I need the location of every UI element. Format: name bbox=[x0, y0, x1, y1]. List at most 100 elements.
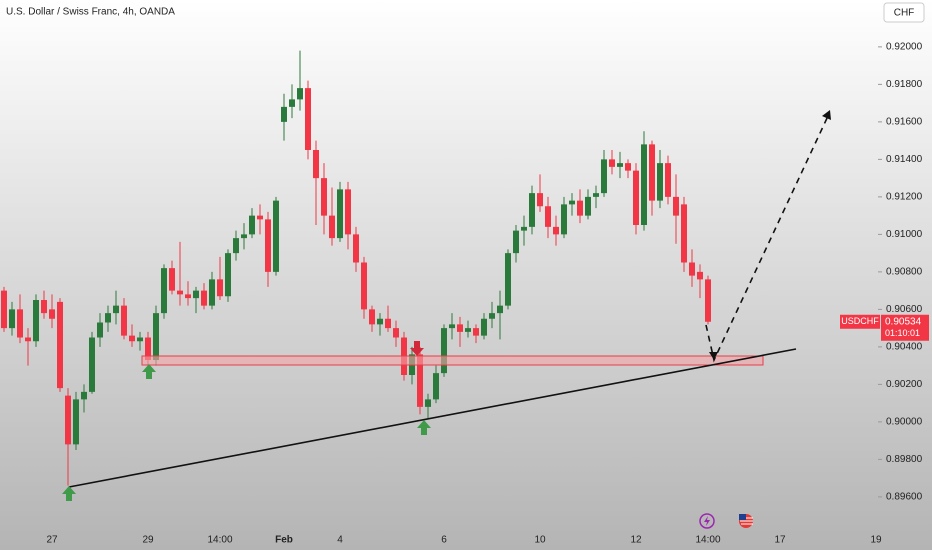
y-tick-label: 0.91200 bbox=[886, 192, 923, 203]
x-tick-label: 6 bbox=[441, 535, 447, 546]
flag-stripes bbox=[740, 517, 753, 525]
currency-button[interactable] bbox=[883, 2, 925, 23]
candle-body bbox=[377, 318, 383, 325]
event-icon[interactable] bbox=[699, 513, 715, 529]
candle-body bbox=[1, 290, 7, 329]
currency-label[interactable]: CHF bbox=[894, 8, 915, 19]
candle-body bbox=[417, 354, 423, 407]
candle-body bbox=[145, 337, 151, 360]
candle-body bbox=[641, 144, 647, 225]
x-axis: 27 29 14:00 Feb 4 6 10 12 14:00 17 19 bbox=[46, 535, 882, 546]
x-tick-label: 29 bbox=[142, 535, 154, 546]
candle-body bbox=[633, 170, 639, 225]
candle-body bbox=[625, 163, 631, 171]
candle-body bbox=[321, 178, 327, 216]
countdown: 01:10:01 bbox=[885, 328, 920, 338]
candle-body bbox=[233, 238, 239, 254]
candle-body bbox=[521, 226, 527, 231]
candle-body bbox=[217, 279, 223, 297]
candle-body bbox=[81, 391, 87, 400]
up-arrow bbox=[417, 420, 431, 435]
candle-body bbox=[161, 268, 167, 314]
x-tick-label: 4 bbox=[337, 535, 343, 546]
x-tick-label: Feb bbox=[275, 535, 293, 546]
candle-body bbox=[89, 337, 95, 392]
y-tick-label: 0.92000 bbox=[886, 42, 923, 53]
candle-body bbox=[425, 399, 431, 407]
candle-body bbox=[297, 88, 303, 100]
candle-body bbox=[193, 290, 199, 299]
flag-canton bbox=[739, 514, 746, 520]
candle-body bbox=[673, 196, 679, 216]
candle-body bbox=[257, 215, 263, 220]
last-price: 0.90534 bbox=[885, 316, 922, 327]
candle-body bbox=[289, 99, 295, 107]
candle-body bbox=[33, 300, 39, 342]
x-tick-label: 12 bbox=[630, 535, 642, 546]
candle-body bbox=[705, 279, 711, 322]
candle-body bbox=[465, 328, 471, 332]
candle-body bbox=[385, 318, 391, 329]
candle-body bbox=[209, 279, 215, 306]
candle-body bbox=[49, 309, 55, 319]
candle-body bbox=[601, 159, 607, 194]
candle-body bbox=[609, 159, 615, 167]
y-axis: 0.89600 0.89800 0.90000 0.90200 0.90400 0.906… bbox=[878, 42, 923, 503]
symbol-tag bbox=[840, 314, 880, 329]
down-arrow bbox=[410, 341, 424, 356]
price-tag: USDCHF 0.90534 01:10:01 bbox=[840, 314, 929, 341]
y-tick-label: 0.91000 bbox=[886, 229, 923, 240]
candle-body bbox=[449, 324, 455, 329]
candle-body bbox=[473, 328, 479, 336]
candle-body bbox=[313, 150, 319, 179]
chart-title: U.S. Dollar / Swiss Franc, 4h, OANDA bbox=[6, 7, 175, 18]
candle-body bbox=[553, 226, 559, 235]
candle-body bbox=[585, 196, 591, 216]
candle-body bbox=[249, 215, 255, 235]
candle-body bbox=[441, 328, 447, 374]
projection-arrowhead bbox=[822, 110, 831, 120]
candle-body bbox=[353, 234, 359, 263]
x-tick-label: 14:00 bbox=[207, 535, 232, 546]
y-tick-label: 0.90600 bbox=[886, 304, 923, 315]
candle-body bbox=[57, 301, 63, 389]
candle-body bbox=[129, 335, 135, 342]
x-tick-label: 14:00 bbox=[695, 535, 720, 546]
candle-body bbox=[361, 262, 367, 310]
candles bbox=[1, 50, 711, 486]
projection-pivot bbox=[709, 352, 718, 360]
candle-body bbox=[337, 189, 343, 239]
x-tick-label: 10 bbox=[534, 535, 546, 546]
buy-arrows bbox=[62, 364, 431, 501]
candle-body bbox=[137, 337, 143, 342]
y-tick-label: 0.90000 bbox=[886, 417, 923, 428]
candle-body bbox=[489, 313, 495, 319]
candle-body bbox=[97, 322, 103, 338]
candle-body bbox=[689, 262, 695, 276]
up-arrow bbox=[142, 364, 156, 379]
x-tick-label: 19 bbox=[870, 535, 882, 546]
y-tick-label: 0.90200 bbox=[886, 379, 923, 390]
candle-body bbox=[657, 163, 663, 201]
y-tick-label: 0.89800 bbox=[886, 454, 923, 465]
candle-body bbox=[369, 309, 375, 325]
up-arrow bbox=[62, 486, 76, 501]
candle-body bbox=[593, 193, 599, 197]
candle-body bbox=[329, 215, 335, 239]
candle-body bbox=[177, 290, 183, 295]
candle-body bbox=[537, 193, 543, 207]
candle-body bbox=[273, 200, 279, 272]
candle-body bbox=[265, 219, 271, 272]
candle-body bbox=[481, 318, 487, 336]
candle-body bbox=[41, 300, 47, 314]
event-icon-bolt bbox=[704, 516, 710, 526]
support-zone bbox=[141, 355, 764, 366]
candle-body bbox=[505, 253, 511, 306]
candle-body bbox=[393, 328, 399, 338]
candle-body bbox=[529, 193, 535, 227]
candle-body bbox=[545, 206, 551, 227]
candle-body bbox=[241, 234, 247, 239]
candle-body bbox=[225, 253, 231, 297]
